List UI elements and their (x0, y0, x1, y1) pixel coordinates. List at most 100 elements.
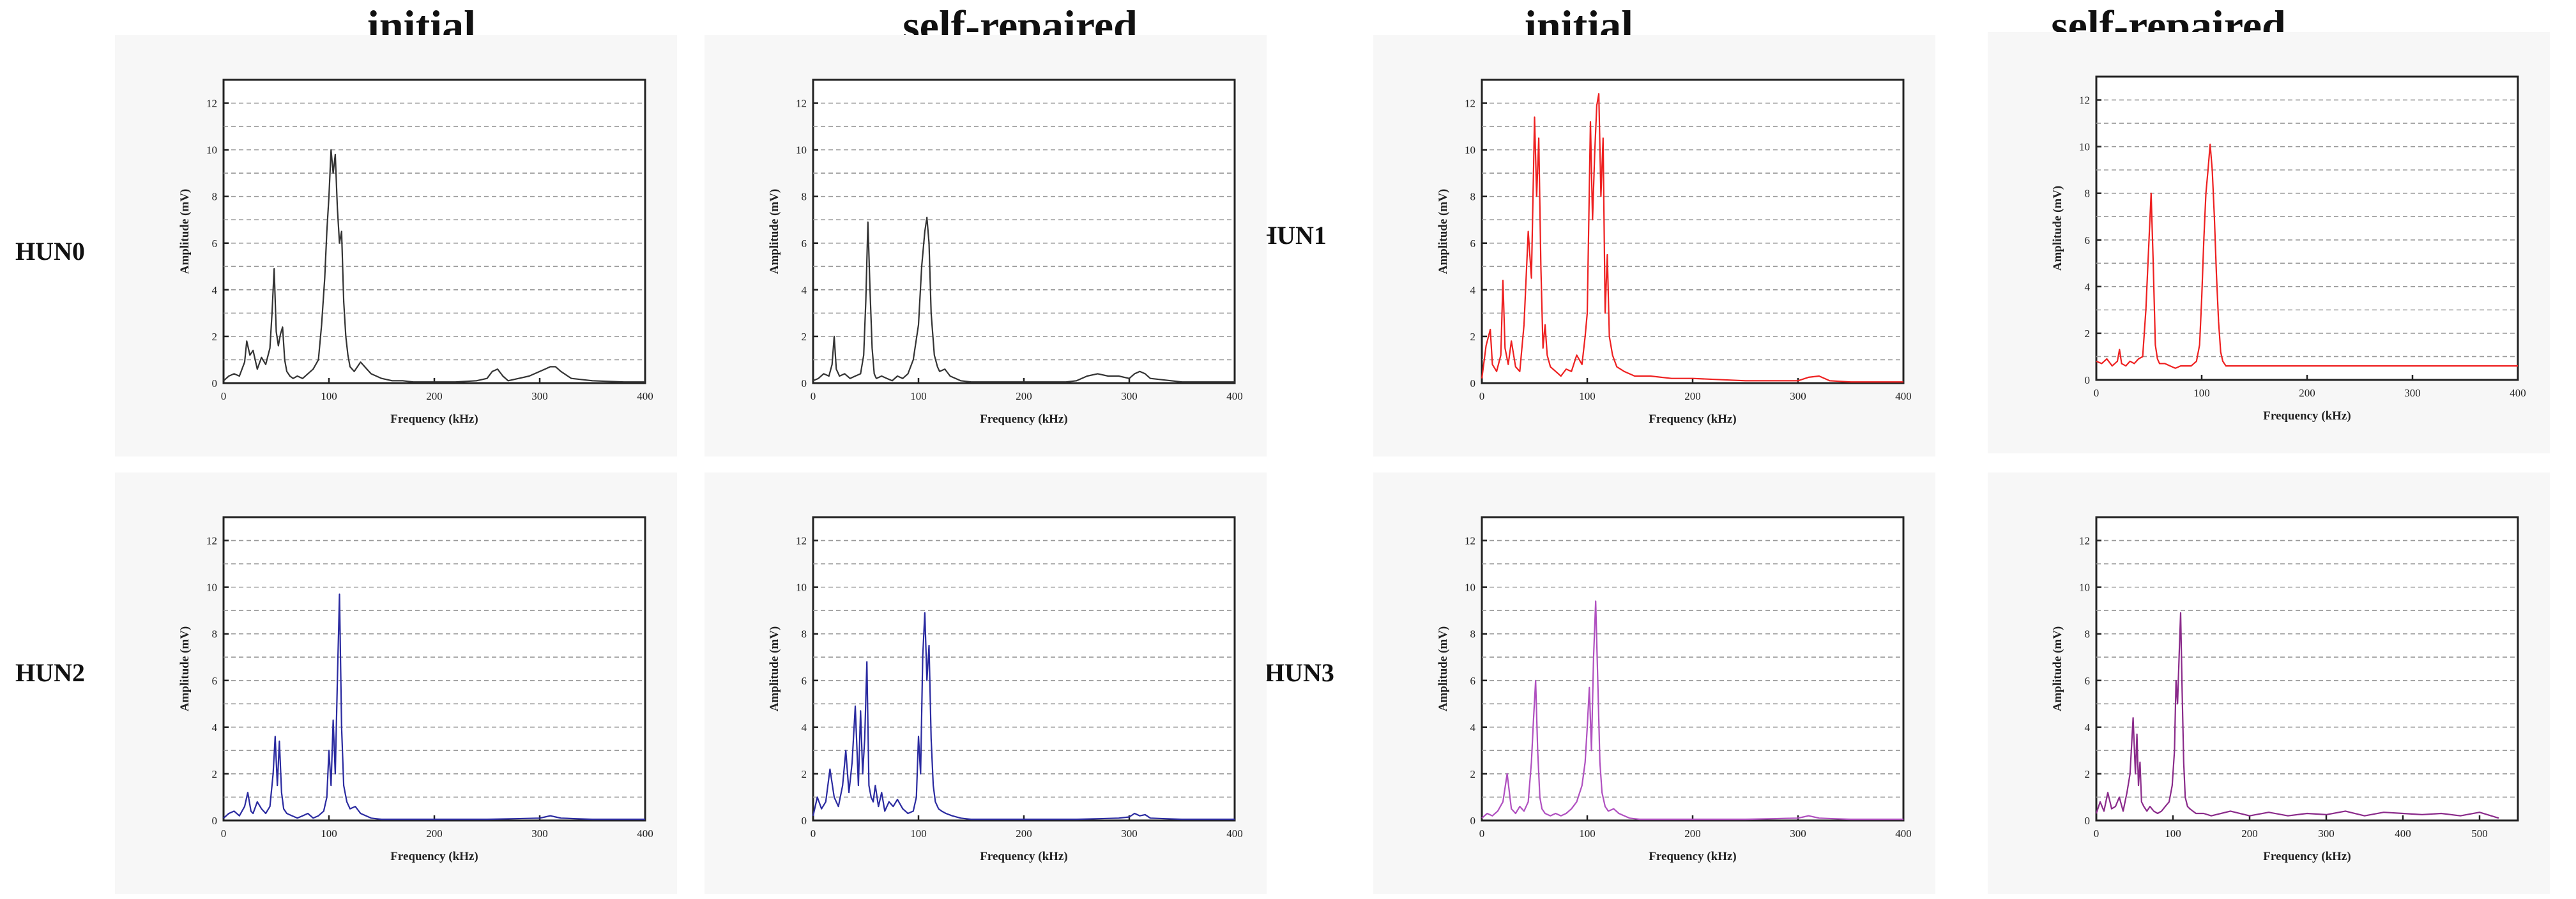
series-line-hun1-self-repaired-0 (2096, 143, 2518, 369)
plot-area (812, 516, 1236, 822)
series-line-hun2-initial-0 (223, 593, 645, 820)
y-tick-label-0: 0 (1470, 815, 1476, 827)
plot-area (2095, 75, 2519, 381)
y-tick-label-8: 8 (1470, 628, 1476, 640)
plot-area (222, 516, 646, 822)
x-tick-label-200: 200 (426, 390, 443, 402)
y-tick-label-10: 10 (1465, 144, 1475, 156)
x-tick-label-300: 300 (531, 390, 548, 402)
y-tick-label-0: 0 (2085, 815, 2091, 827)
y-tick-label-8: 8 (212, 191, 218, 203)
y-axis-title: Amplitude (mV) (2051, 626, 2064, 712)
y-tick-label-2: 2 (2085, 328, 2091, 340)
x-tick-label-100: 100 (2165, 827, 2181, 840)
y-tick-label-6: 6 (2085, 675, 2091, 687)
y-tick-label-6: 6 (2085, 234, 2091, 246)
row-label-hun2: HUN2 (15, 658, 85, 687)
y-axis-title: Amplitude (mV) (2051, 186, 2064, 271)
series-line-hun0-initial-0 (223, 149, 645, 383)
x-tick-label-0: 0 (2094, 387, 2100, 399)
y-tick-label-0: 0 (2085, 374, 2091, 386)
y-tick-label-0: 0 (212, 815, 218, 827)
y-tick-label-4: 4 (802, 721, 807, 734)
y-tick-label-12: 12 (796, 98, 807, 110)
y-tick-label-12: 12 (1465, 535, 1475, 547)
y-tick-label-2: 2 (802, 768, 807, 780)
x-tick-label-0: 0 (2094, 827, 2100, 840)
y-tick-label-10: 10 (206, 144, 217, 156)
row-label-hun1: HUN1 (1257, 221, 1327, 250)
y-tick-label-8: 8 (1470, 191, 1476, 203)
x-axis-title: Frequency (kHz) (2263, 409, 2351, 423)
x-tick-label-200: 200 (1016, 827, 1032, 840)
y-tick-label-4: 4 (1470, 284, 1476, 296)
x-tick-label-100: 100 (321, 827, 337, 840)
y-tick-label-12: 12 (1465, 98, 1475, 110)
y-tick-label-10: 10 (206, 582, 217, 594)
y-tick-label-4: 4 (2085, 281, 2091, 293)
plot-area (1481, 79, 1905, 384)
x-axis-title: Frequency (kHz) (980, 412, 1067, 426)
x-tick-label-200: 200 (426, 827, 443, 840)
plot-area (812, 79, 1236, 384)
spectrum-panel-hun1-initial: 0 2 4 6 8 10 12 0 100 200 300 400 Frequency (kHz) Amp… (1373, 35, 1935, 457)
y-tick-label-2: 2 (212, 768, 218, 780)
y-tick-label-12: 12 (206, 98, 217, 110)
y-axis-title: Amplitude (mV) (1437, 189, 1450, 275)
x-tick-label-300: 300 (2318, 827, 2335, 840)
x-tick-label-0: 0 (811, 827, 816, 840)
x-tick-label-100: 100 (910, 390, 927, 402)
y-tick-label-0: 0 (802, 377, 807, 389)
spectrum-panel-hun3-initial: 0 2 4 6 8 10 12 0 100 200 300 400 Frequency (kHz) Amp… (1373, 472, 1935, 894)
series-line-hun0-self-repaired-0 (812, 216, 1235, 383)
y-tick-label-2: 2 (802, 331, 807, 343)
x-tick-label-400: 400 (2510, 387, 2526, 399)
y-tick-label-4: 4 (1470, 721, 1476, 734)
series-line-hun3-self-repaired-0 (2095, 612, 2499, 819)
spectrum-panel-hun0-self-repaired: 0 2 4 6 8 10 12 0 100 200 300 400 Frequency (kHz) Amp… (705, 35, 1267, 457)
y-tick-label-12: 12 (2079, 535, 2090, 547)
x-tick-label-200: 200 (1684, 390, 1701, 402)
y-tick-label-8: 8 (802, 191, 807, 203)
y-tick-label-12: 12 (796, 535, 807, 547)
x-tick-label-0: 0 (1479, 390, 1485, 402)
spectrum-panel-hun3-self-repaired: 0 2 4 6 8 10 12 0 100 200 300 400 500 Frequency (kHz)… (1988, 472, 2550, 894)
y-tick-label-12: 12 (206, 535, 217, 547)
y-tick-label-0: 0 (212, 377, 218, 389)
y-tick-label-6: 6 (212, 675, 218, 687)
y-tick-label-12: 12 (2079, 94, 2090, 107)
spectrum-panel-hun1-self-repaired: 0 2 4 6 8 10 12 0 100 200 300 400 Frequency (kHz) Amp… (1988, 32, 2550, 453)
y-tick-label-4: 4 (802, 284, 807, 296)
x-tick-label-100: 100 (1579, 390, 1596, 402)
x-tick-label-400: 400 (1895, 390, 1912, 402)
y-tick-label-4: 4 (2085, 721, 2091, 734)
x-tick-label-200: 200 (2299, 387, 2315, 399)
x-axis-title: Frequency (kHz) (2263, 850, 2351, 863)
y-tick-label-2: 2 (1470, 331, 1476, 343)
series-line-hun2-self-repaired-0 (812, 612, 1235, 820)
y-tick-label-6: 6 (802, 675, 807, 687)
x-tick-label-0: 0 (811, 390, 816, 402)
x-tick-label-0: 0 (221, 827, 227, 840)
row-label-hun3: HUN3 (1265, 658, 1334, 687)
y-tick-label-6: 6 (1470, 238, 1476, 250)
x-tick-label-0: 0 (1479, 827, 1485, 840)
y-tick-label-2: 2 (2085, 768, 2091, 780)
x-tick-label-400: 400 (2395, 827, 2411, 840)
y-tick-label-2: 2 (1470, 768, 1476, 780)
y-tick-label-0: 0 (1470, 377, 1476, 389)
x-tick-label-500: 500 (2471, 827, 2488, 840)
x-tick-label-300: 300 (2404, 387, 2421, 399)
series-line-hun1-initial-0 (1481, 93, 1903, 383)
x-tick-label-400: 400 (1226, 827, 1243, 840)
spectrum-panel-hun2-initial: 0 2 4 6 8 10 12 0 100 200 300 400 Frequency (kHz) Amp… (115, 472, 677, 894)
spectrum-panel-hun0-initial: 0 2 4 6 8 10 12 0 100 200 300 400 Frequency (kHz) Amp… (115, 35, 677, 457)
x-axis-title: Frequency (kHz) (390, 412, 478, 426)
plot-area (2095, 516, 2519, 822)
y-axis-title: Amplitude (mV) (178, 626, 192, 712)
plot-area (222, 79, 646, 384)
y-tick-label-8: 8 (802, 628, 807, 640)
y-tick-label-8: 8 (2085, 628, 2091, 640)
x-tick-label-200: 200 (2241, 827, 2258, 840)
y-tick-label-10: 10 (796, 582, 807, 594)
